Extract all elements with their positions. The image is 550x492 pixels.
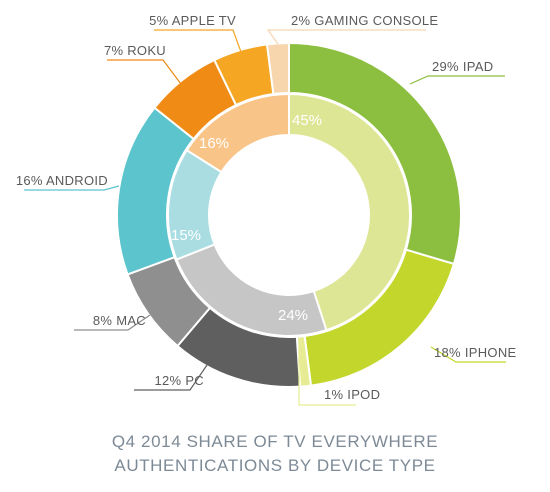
outer-label-iphone: 18% IPHONE [434, 345, 517, 360]
outer-label-gaming-console: 2% GAMING CONSOLE [291, 13, 438, 28]
leader-line-ipad [409, 75, 505, 85]
leader-line-roku [107, 59, 182, 85]
outer-label-roku: 7% ROKU [104, 43, 166, 58]
leader-line-ipod [298, 340, 356, 406]
leader-line-pc [134, 364, 208, 391]
inner-value-label: 16% [199, 135, 229, 152]
inner-value-label: 15% [171, 227, 201, 244]
inner-slice-1 [288, 92, 411, 332]
donut-chart: 45% 24% 15% 16% 29% IPAD 18% IPHONE 1% IPOD 12%… [16, 13, 517, 406]
leader-line-mac [74, 314, 151, 331]
leader-line-gaming-console [266, 29, 426, 45]
chart-title-line-1: Q4 2014 SHARE OF TV EVERYWHERE [111, 432, 439, 451]
chart-title-line-2: AUTHENTICATIONS BY DEVICE TYPE [114, 456, 436, 475]
inner-slice-4 [185, 92, 290, 174]
inner-value-label: 45% [292, 112, 322, 129]
outer-label-mac: 8% MAC [93, 313, 146, 328]
leader-line-apple-tv [154, 29, 242, 53]
outer-label-android: 16% ANDROID [16, 173, 108, 188]
leader-line-android [24, 185, 120, 191]
leader-line-iphone [430, 346, 506, 363]
outer-label-ipad: 29% IPAD [432, 59, 493, 74]
outer-label-apple-tv: 5% APPLE TV [149, 13, 236, 28]
outer-label-pc: 12% PC [155, 373, 205, 388]
outer-label-ipod: 1% IPOD [324, 387, 380, 402]
inner-value-label: 24% [278, 307, 308, 324]
